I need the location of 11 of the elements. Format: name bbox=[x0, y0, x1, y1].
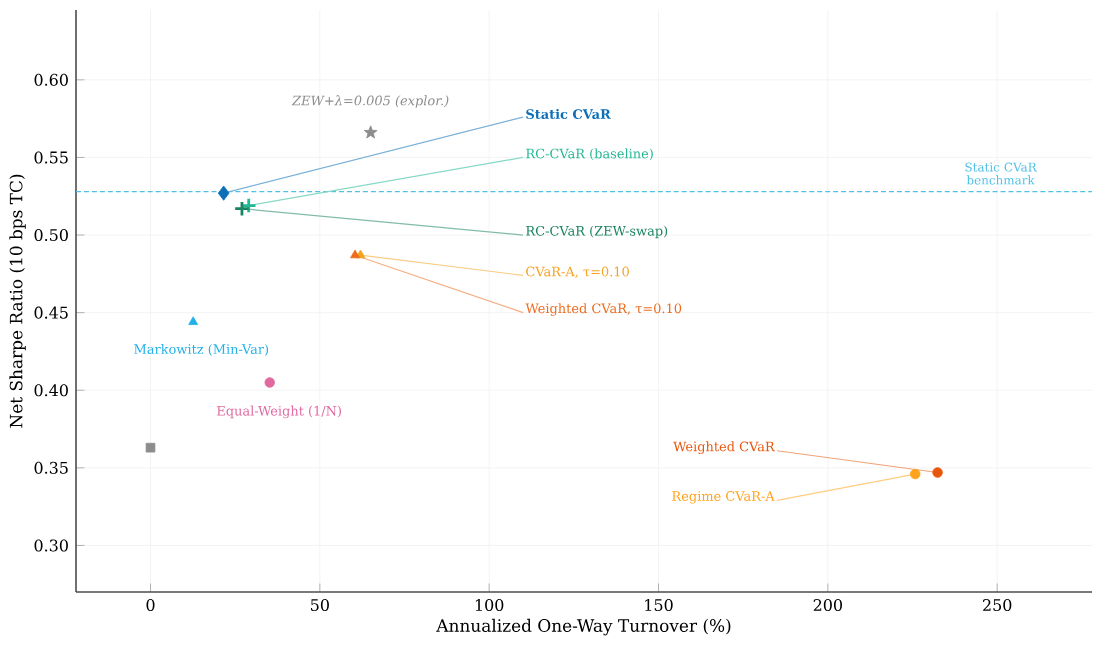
y-axis-title: Net Sharpe Ratio (10 bps TC) bbox=[9, 174, 26, 428]
point bbox=[188, 316, 199, 325]
x-axis-title: Annualized One-Way Turnover (%) bbox=[436, 618, 731, 636]
point bbox=[363, 125, 378, 139]
point bbox=[233, 200, 251, 217]
point bbox=[350, 249, 360, 259]
point bbox=[932, 467, 943, 478]
point bbox=[910, 468, 921, 480]
point bbox=[217, 185, 230, 201]
point bbox=[264, 377, 275, 388]
point bbox=[145, 442, 156, 453]
